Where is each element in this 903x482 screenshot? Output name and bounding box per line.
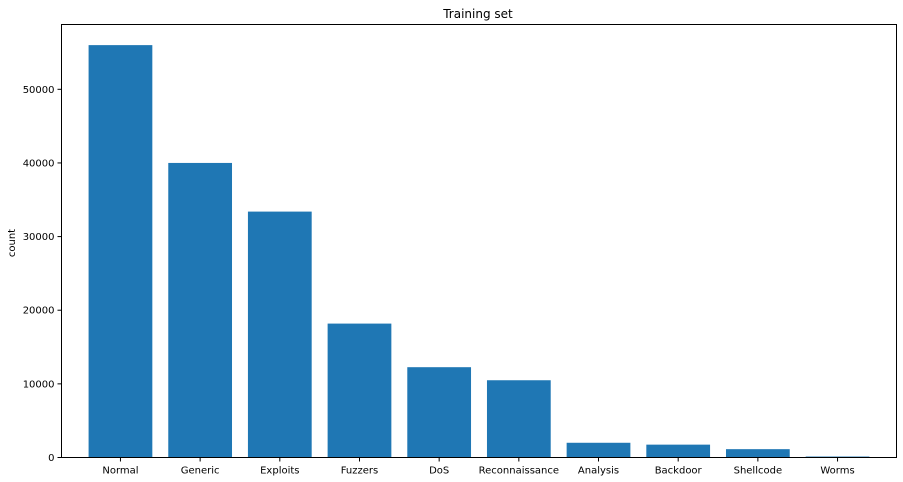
bar-fuzzers — [327, 323, 392, 458]
x-tick-label: Shellcode — [734, 466, 783, 477]
bar-dos — [407, 367, 472, 458]
bar-analysis — [566, 442, 631, 458]
x-tick-label: DoS — [429, 466, 449, 477]
y-axis-ticks: 0 10000 20000 30000 40000 50000 — [23, 85, 62, 464]
bar-normal — [88, 45, 153, 458]
x-tick-label: Backdoor — [655, 466, 703, 477]
bar-shellcode — [725, 449, 790, 458]
x-tick-label: Analysis — [578, 466, 619, 477]
x-tick-label: Normal — [102, 466, 138, 477]
y-tick-label: 50000 — [23, 85, 55, 96]
y-tick-label: 40000 — [23, 158, 55, 169]
bar-reconnaissance — [486, 380, 551, 458]
x-tick-label: Exploits — [260, 466, 299, 477]
bar-backdoor — [646, 444, 711, 458]
x-axis-ticks: Normal Generic Exploits Fuzzers DoS Reconnais… — [102, 457, 855, 477]
x-tick-label: Fuzzers — [341, 466, 379, 477]
y-tick-label: 20000 — [23, 306, 55, 317]
y-axis-label: count — [7, 229, 18, 257]
chart-title: Training set — [442, 7, 513, 21]
y-tick-label: 0 — [48, 453, 54, 464]
x-tick-label: Worms — [820, 466, 854, 477]
plot-frame — [61, 24, 897, 458]
x-tick-label: Reconnaissance — [479, 466, 559, 477]
bar-exploits — [247, 211, 312, 458]
y-tick-label: 30000 — [23, 232, 55, 243]
bars-layer — [88, 45, 870, 458]
x-tick-label: Generic — [181, 466, 220, 477]
y-tick-label: 10000 — [23, 379, 55, 390]
bar-generic — [168, 162, 233, 458]
